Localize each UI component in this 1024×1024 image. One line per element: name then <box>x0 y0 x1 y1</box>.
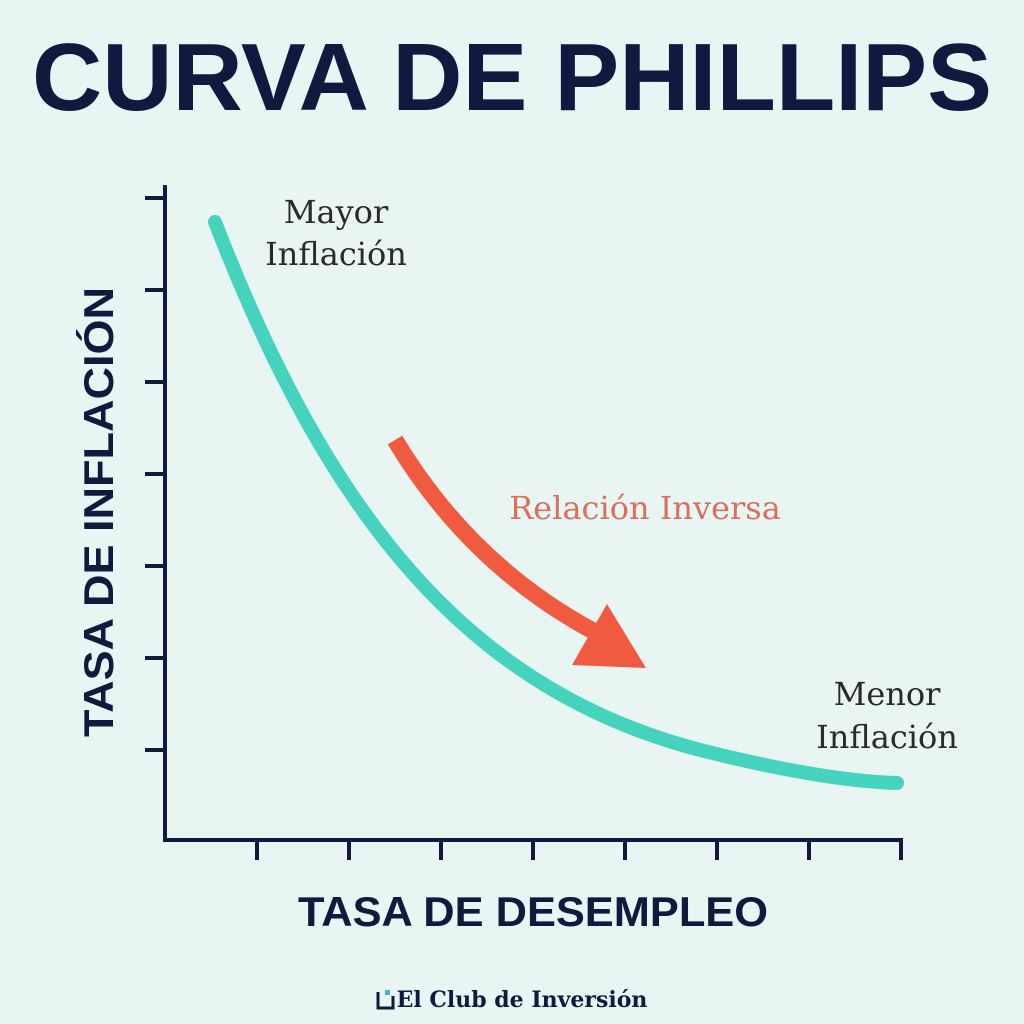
annotation-arrow: Relación Inversa <box>509 489 781 527</box>
x-axis-label: TASA DE DESEMPLEO <box>298 888 768 935</box>
y-ticks <box>145 196 165 752</box>
y-axis-label: TASA DE INFLACIÓN <box>74 287 122 737</box>
phillips-curve <box>208 215 904 790</box>
annotation-bottom-1: Menor <box>834 675 942 713</box>
annotation-bottom-2: Inflación <box>816 718 958 756</box>
arrow <box>387 435 646 668</box>
brand-logo <box>376 990 395 1010</box>
brand: El Club de Inversión <box>397 987 648 1013</box>
annotation-top-1: Mayor <box>284 193 389 231</box>
axes <box>145 185 903 860</box>
annotation-top-2: Inflación <box>265 235 407 273</box>
x-ticks <box>255 840 903 860</box>
title: CURVA DE PHILLIPS <box>32 24 992 131</box>
